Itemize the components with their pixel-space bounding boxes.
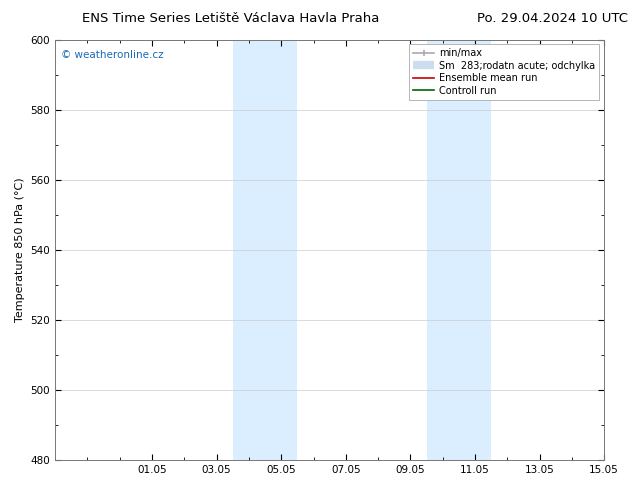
Bar [233,40,297,460]
Bar [427,40,491,460]
Text: © weatheronline.cz: © weatheronline.cz [61,50,164,60]
Text: ENS Time Series Letiště Václava Havla Praha: ENS Time Series Letiště Václava Havla Pr… [82,12,380,25]
Y-axis label: Temperature 850 hPa (°C): Temperature 850 hPa (°C) [15,177,25,322]
Text: Po. 29.04.2024 10 UTC: Po. 29.04.2024 10 UTC [477,12,628,25]
Legend: min/max, Sm  283;rodatn acute; odchylka, Ensemble mean run, Controll run: min/max, Sm 283;rodatn acute; odchylka, … [409,45,599,99]
